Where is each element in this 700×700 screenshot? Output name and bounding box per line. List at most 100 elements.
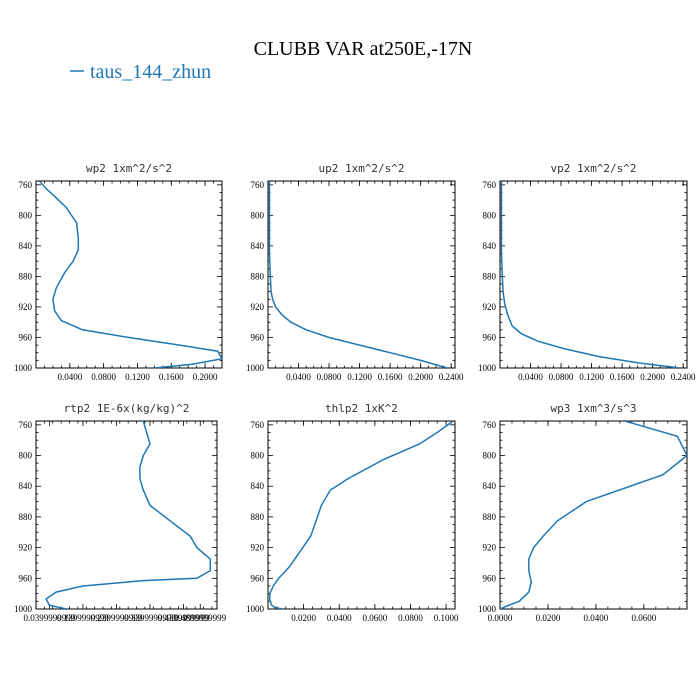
x-tick-label: 0.0400 (584, 613, 609, 623)
series-line (268, 181, 448, 368)
x-tick-label: 0.0399999999 (24, 613, 76, 623)
plot-frame (267, 420, 456, 610)
y-tick-label: 1000 (478, 604, 497, 614)
y-tick-label: 880 (251, 512, 265, 522)
x-tick-label: 0.0800 (549, 372, 574, 382)
y-tick-label: 760 (483, 420, 497, 430)
subplot-1: wp2 1xm^2/s^2 760 800 840 880 920 960 1000 0.040… (14, 162, 223, 382)
x-tick-label: 0.0600 (631, 613, 656, 623)
x-tick-label: 0.2400 (439, 372, 464, 382)
x-tick-label: 0.0800 (398, 613, 423, 623)
y-tick-label: 800 (251, 451, 265, 461)
y-tick-label: 920 (251, 543, 265, 553)
y-tick-label: 840 (251, 241, 265, 251)
y-tick-label: 960 (483, 573, 497, 583)
y-tick-label: 1000 (14, 363, 33, 373)
y-tick-label: 760 (251, 180, 265, 190)
subplot-title: wp3 1xm^3/s^3 (550, 402, 636, 415)
y-tick-label: 920 (19, 543, 33, 553)
x-tick-label: 0.0800 (91, 372, 116, 382)
y-tick-label: 1000 (478, 363, 497, 373)
subplot-title: vp2 1xm^2/s^2 (550, 162, 636, 175)
plot-frame (35, 420, 218, 610)
subplot-title: rtp2 1E-6x(kg/kg)^2 (64, 402, 190, 415)
x-tick-label: 0.2000 (408, 372, 433, 382)
x-tick-label: 0.0600 (362, 613, 387, 623)
subplot-title: up2 1xm^2/s^2 (318, 162, 404, 175)
y-tick-label: 800 (251, 210, 265, 220)
y-tick-label: 920 (251, 302, 265, 312)
x-tick-label: 0.1600 (378, 372, 403, 382)
subplot-2: up2 1xm^2/s^2 760 800 840 880 920 960 1000 0.040… (246, 162, 464, 382)
x-tick-label: 0.2400 (671, 372, 696, 382)
x-tick-label: 0.0400 (57, 372, 82, 382)
y-tick-label: 880 (483, 271, 497, 281)
series-line (38, 181, 222, 368)
figure-title: CLUBB VAR at250E,-17N (254, 38, 473, 60)
y-tick-label: 800 (19, 451, 33, 461)
y-tick-label: 840 (19, 241, 33, 251)
x-tick-label: 0.2399999999 (91, 613, 143, 623)
series-line (500, 181, 680, 368)
subplot-5: thlp2 1xK^2 760 800 840 880 920 960 1000 0.0200 0… (246, 402, 459, 623)
y-tick-label: 760 (251, 420, 265, 430)
series-line (45, 421, 212, 609)
legend-label: taus_144_zhun (90, 61, 211, 83)
x-tick-label: 0.1200 (347, 372, 372, 382)
x-tick-label: 0.1000 (434, 613, 459, 623)
x-tick-label: 0.0400 (286, 372, 311, 382)
y-tick-label: 840 (483, 481, 497, 491)
x-tick-label: 0.2000 (193, 372, 218, 382)
y-tick-label: 880 (19, 271, 33, 281)
subplot-title: wp2 1xm^2/s^2 (86, 162, 172, 175)
x-tick-label: 0.0800 (317, 372, 342, 382)
x-tick-label: 0.3399999999 (124, 613, 176, 623)
y-tick-label: 1000 (14, 604, 33, 614)
y-tick-label: 760 (483, 180, 497, 190)
plot-frame (499, 180, 688, 369)
y-tick-label: 880 (483, 512, 497, 522)
y-tick-label: 1000 (246, 363, 265, 373)
plot-frame (499, 420, 688, 610)
subplot-6: wp3 1xm^3/s^3 760 800 840 880 920 960 10000.000… (478, 402, 688, 623)
y-tick-label: 800 (483, 451, 497, 461)
y-tick-label: 920 (19, 302, 33, 312)
y-tick-label: 960 (483, 332, 497, 342)
y-tick-label: 960 (251, 573, 265, 583)
x-tick-label: 0.0200 (291, 613, 316, 623)
x-tick-label: 0.0000 (488, 613, 513, 623)
y-tick-label: 800 (19, 210, 33, 220)
plot-frame (267, 180, 456, 369)
y-tick-label: 960 (19, 573, 33, 583)
x-tick-label: 0.0200 (536, 613, 561, 623)
x-tick-label: 0.0400 (518, 372, 543, 382)
subplot-3: vp2 1xm^2/s^2 760 800 840 880 920 960 1000 0.040… (478, 162, 696, 382)
figure-legend: taus_144_zhun (70, 61, 211, 83)
x-tick-label: 0.0400 (327, 613, 352, 623)
y-tick-label: 880 (19, 512, 33, 522)
y-tick-label: 760 (19, 420, 33, 430)
x-tick-label: 0.1200 (125, 372, 150, 382)
x-tick-label: 0.1600 (610, 372, 635, 382)
y-tick-label: 800 (483, 210, 497, 220)
y-tick-label: 840 (251, 481, 265, 491)
subplot-title: thlp2 1xK^2 (325, 402, 398, 415)
y-tick-label: 960 (251, 332, 265, 342)
x-tick-label: 0.2000 (640, 372, 665, 382)
x-tick-label: 0.1399999999 (57, 613, 109, 623)
x-tick-label: 0.4399999999 (158, 613, 210, 623)
y-tick-label: 920 (483, 543, 497, 553)
y-tick-label: 880 (251, 271, 265, 281)
x-tick-label: 0.1200 (579, 372, 604, 382)
x-tick-label: 0.1600 (159, 372, 184, 382)
x-tick-label: 0.4899999999 (174, 613, 226, 623)
y-tick-label: 760 (19, 180, 33, 190)
series-line (269, 421, 454, 609)
subplot-4: rtp2 1E-6x(kg/kg)^2 760 800 840 880 920 960 100… (14, 402, 227, 623)
y-tick-label: 1000 (246, 604, 265, 614)
y-tick-label: 920 (483, 302, 497, 312)
y-tick-label: 840 (19, 481, 33, 491)
y-tick-label: 840 (483, 241, 497, 251)
series-line (500, 421, 687, 609)
